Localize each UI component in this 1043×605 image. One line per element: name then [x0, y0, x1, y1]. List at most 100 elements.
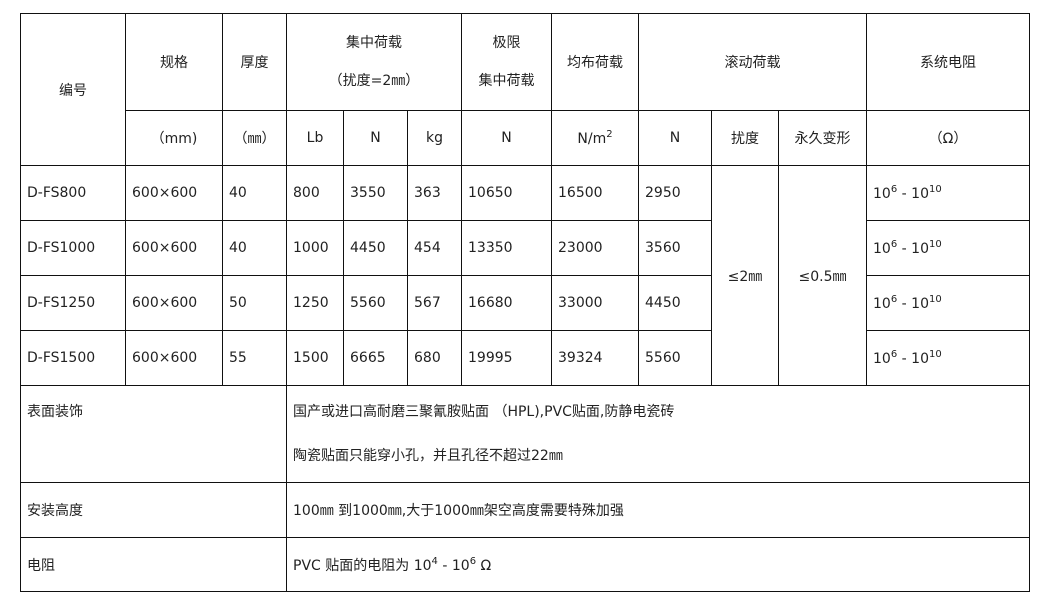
resist-base-1: 10	[413, 557, 432, 574]
res-base-2: 10	[911, 351, 929, 367]
header-perm-deform: 永久变形	[778, 110, 867, 166]
rolling-perm-deform: ≤0.5㎜	[778, 165, 867, 386]
table-row: D-FS800 600×600 40 800 3550 363 10650 16500 2950…	[20, 165, 1030, 386]
uniform-unit-base: N/m	[577, 131, 607, 147]
resist-prefix: PVC 贴面的电阻为	[293, 557, 414, 574]
header-deflection: 扰度	[711, 110, 779, 166]
cell-uniform: 16500	[551, 165, 639, 221]
cell-uniform: 39324	[551, 330, 639, 386]
cell-n: 3550	[343, 165, 408, 221]
resist-text: PVC 贴面的电阻为 104 - 106 Ω	[286, 537, 1030, 592]
res-base-2: 10	[911, 296, 929, 312]
cell-uniform: 23000	[551, 220, 639, 276]
resist-exp-2: 6	[469, 555, 477, 567]
cell-code: D-FS1000	[20, 220, 126, 276]
res-exp-1: 6	[890, 184, 898, 195]
resist-sep: -	[437, 557, 452, 574]
unit-lb: Lb	[286, 110, 344, 166]
res-exp-2: 10	[928, 349, 942, 360]
res-base-1: 10	[873, 296, 891, 312]
surface-text: 国产或进口高耐磨三聚氰胺贴面 （HPL),PVC贴面,防静电瓷砖 陶瓷贴面只能穿小…	[286, 385, 1030, 483]
unit-kg: kg	[407, 110, 462, 166]
resist-suffix: Ω	[476, 557, 492, 574]
cell-code: D-FS1250	[20, 275, 126, 331]
cell-n: 6665	[343, 330, 408, 386]
cell-rolling: 4450	[638, 275, 712, 331]
cell-code: D-FS1500	[20, 330, 126, 386]
cell-kg: 363	[407, 165, 462, 221]
cell-n: 5560	[343, 275, 408, 331]
header-rolling-load: 滚动荷载	[638, 13, 867, 111]
cell-spec: 600×600	[125, 220, 223, 276]
res-sep: -	[897, 351, 912, 367]
cell-lb: 1000	[286, 220, 344, 276]
header-uniform-load: 均布荷载	[551, 13, 639, 111]
cell-thickness: 55	[222, 330, 287, 386]
spec-unit: （mm)	[125, 110, 223, 166]
cell-spec: 600×600	[125, 330, 223, 386]
res-sep: -	[897, 186, 912, 202]
resist-label: 电阻	[20, 537, 287, 592]
uniform-unit-exp: 2	[606, 129, 613, 140]
cell-spec: 600×600	[125, 165, 223, 221]
resist-exp-1: 4	[431, 555, 438, 567]
ult-load-title: 极限	[492, 35, 521, 51]
unit-n: N	[343, 110, 408, 166]
table-row: D-FS1000 600×600 40 1000 4450 454 13350 23000 35…	[20, 220, 1030, 276]
res-base-2: 10	[911, 241, 929, 257]
rolling-deflection: ≤2㎜	[711, 165, 779, 386]
surface-label: 表面装饰	[20, 385, 287, 483]
header-code: 编号	[20, 13, 126, 166]
res-base-1: 10	[873, 351, 891, 367]
unit-ohm: （Ω）	[866, 110, 1030, 166]
cell-rolling: 2950	[638, 165, 712, 221]
res-base-1: 10	[873, 186, 891, 202]
cell-ult: 19995	[461, 330, 552, 386]
cell-lb: 800	[286, 165, 344, 221]
header-ult-load: 极限 集中荷载	[461, 13, 552, 111]
cell-kg: 454	[407, 220, 462, 276]
spec-table: 编号 规格 厚度 集中荷载 （扰度=2㎜） 极限 集中荷载 均布荷载 滚动荷载 系统…	[20, 13, 1030, 592]
cell-kg: 567	[407, 275, 462, 331]
cell-code: D-FS800	[20, 165, 126, 221]
res-exp-2: 10	[928, 184, 942, 195]
table-row: D-FS1250 600×600 50 1250 5560 567 16680 33000 44…	[20, 275, 1030, 331]
cell-resistance: 106 - 1010	[866, 220, 1030, 276]
res-exp-2: 10	[928, 294, 942, 305]
conc-load-title: 集中荷载	[346, 35, 402, 51]
cell-kg: 680	[407, 330, 462, 386]
header-resistance: 系统电阻	[866, 13, 1030, 111]
cell-resistance: 106 - 1010	[866, 330, 1030, 386]
cell-thickness: 40	[222, 220, 287, 276]
header-thickness: 厚度	[222, 13, 287, 111]
cell-ult: 13350	[461, 220, 552, 276]
res-base-2: 10	[911, 186, 929, 202]
thickness-unit: （㎜）	[222, 110, 287, 166]
cell-resistance: 106 - 1010	[866, 275, 1030, 331]
header-spec: 规格	[125, 13, 223, 111]
header-conc-load: 集中荷载 （扰度=2㎜）	[286, 13, 462, 111]
cell-thickness: 40	[222, 165, 287, 221]
unit-uniform: N/m2	[551, 110, 639, 166]
cell-ult: 16680	[461, 275, 552, 331]
conc-load-sub: （扰度=2㎜）	[328, 73, 420, 89]
cell-spec: 600×600	[125, 275, 223, 331]
unit-rolling-n: N	[638, 110, 712, 166]
unit-ult-n: N	[461, 110, 552, 166]
install-text: 100㎜ 到1000㎜,大于1000㎜架空高度需要特殊加强	[286, 482, 1030, 538]
cell-lb: 1500	[286, 330, 344, 386]
cell-resistance: 106 - 1010	[866, 165, 1030, 221]
res-exp-1: 6	[890, 294, 898, 305]
ult-load-sub: 集中荷载	[478, 73, 535, 89]
res-exp-2: 10	[928, 239, 942, 250]
cell-lb: 1250	[286, 275, 344, 331]
cell-uniform: 33000	[551, 275, 639, 331]
cell-ult: 10650	[461, 165, 552, 221]
install-label: 安装高度	[20, 482, 287, 538]
res-exp-1: 6	[890, 349, 898, 360]
cell-rolling: 3560	[638, 220, 712, 276]
cell-rolling: 5560	[638, 330, 712, 386]
res-sep: -	[897, 296, 912, 312]
res-base-1: 10	[873, 241, 891, 257]
res-exp-1: 6	[890, 239, 898, 250]
